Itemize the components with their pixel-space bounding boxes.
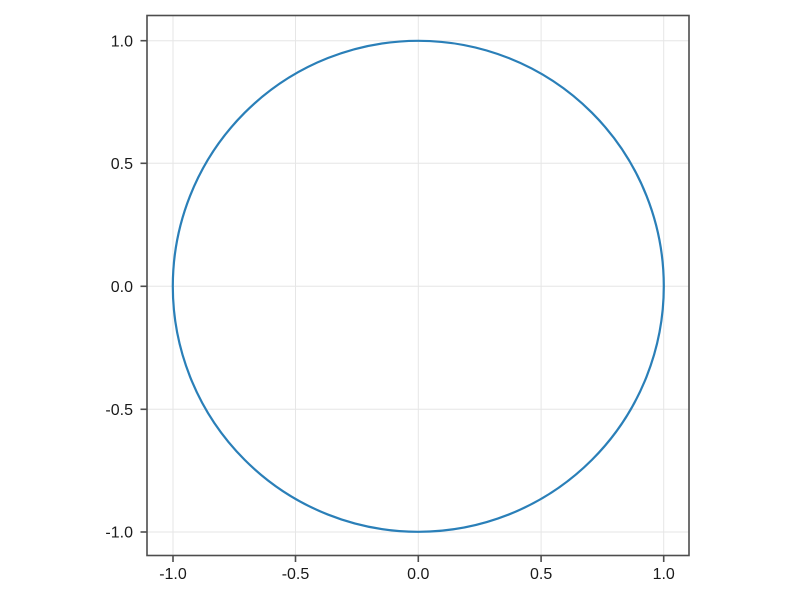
svg-text:-0.5: -0.5 xyxy=(105,402,133,419)
svg-text:-1.0: -1.0 xyxy=(159,566,187,583)
svg-text:0.0: 0.0 xyxy=(407,566,429,583)
svg-text:0.0: 0.0 xyxy=(111,279,133,296)
svg-text:0.5: 0.5 xyxy=(530,566,552,583)
svg-text:-1.0: -1.0 xyxy=(105,525,133,542)
svg-text:-0.5: -0.5 xyxy=(282,566,310,583)
svg-text:1.0: 1.0 xyxy=(653,566,675,583)
svg-text:0.5: 0.5 xyxy=(111,156,133,173)
svg-text:1.0: 1.0 xyxy=(111,34,133,51)
